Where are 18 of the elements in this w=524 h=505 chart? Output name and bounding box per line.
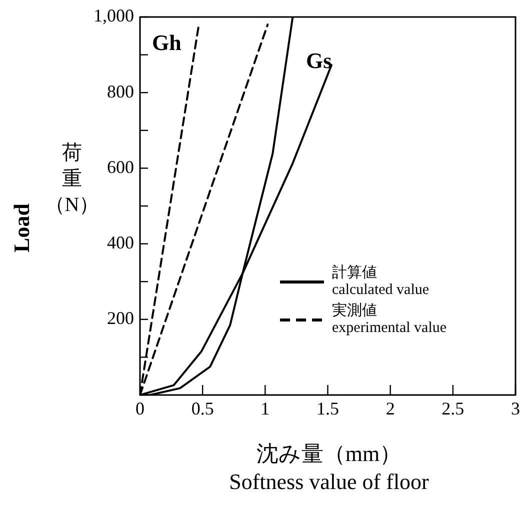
annotation: 計算値 calculated value (332, 265, 430, 299)
y-tick-label: 800 (107, 81, 134, 102)
x-tick-label: 3 (511, 398, 520, 419)
text: Load 荷重（N） (9, 142, 100, 252)
y-tick-label: 600 (107, 156, 134, 177)
annotation: Gs (306, 48, 332, 74)
y-tick-label: 200 (107, 308, 134, 328)
x-tick-label: 2.5 (442, 398, 464, 419)
annotation: Gh (152, 30, 182, 56)
x-tick-label: 1.5 (316, 398, 339, 419)
x-tick-label: 0 (136, 398, 144, 419)
x-tick-label: 1 (260, 398, 270, 419)
annotation: 実測値 experimental value (332, 303, 447, 337)
y-tick-label: 1,000 (94, 6, 134, 26)
x-tick-label: 0.5 (191, 398, 214, 419)
y-tick-label: 400 (107, 232, 134, 253)
x-tick-label: 2 (386, 398, 395, 419)
x-axis-title: 沈み量（mm） Softness value of floor (228, 440, 430, 496)
